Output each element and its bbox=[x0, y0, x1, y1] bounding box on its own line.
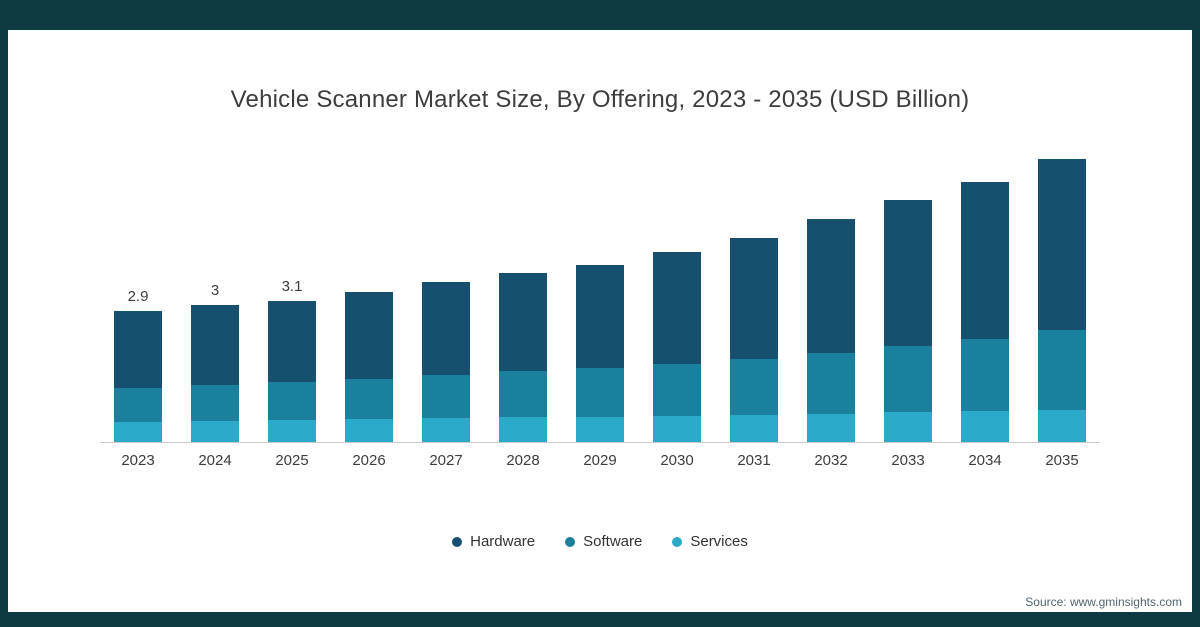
bar-segment-hardware bbox=[576, 265, 624, 368]
x-tick-label: 2033 bbox=[891, 452, 925, 469]
bar-stack bbox=[884, 200, 932, 442]
bar-segment-hardware bbox=[807, 219, 855, 353]
bar-segment-hardware bbox=[1038, 159, 1086, 330]
bar-segment-hardware bbox=[114, 311, 162, 388]
bar-stack bbox=[1038, 159, 1086, 442]
legend-item-services: Services bbox=[672, 533, 748, 550]
bar-group-2031 bbox=[730, 238, 778, 442]
bar-group-2035 bbox=[1038, 159, 1086, 442]
chart-title: Vehicle Scanner Market Size, By Offering… bbox=[230, 86, 970, 113]
bar-segment-services bbox=[191, 421, 239, 442]
bar-segment-hardware bbox=[499, 273, 547, 371]
bar-segment-software bbox=[807, 353, 855, 414]
x-tick-label: 2035 bbox=[1045, 452, 1079, 469]
bar-value-label: 2.9 bbox=[127, 288, 149, 305]
x-tick-label: 2030 bbox=[660, 452, 694, 469]
x-tick-label: 2029 bbox=[583, 452, 617, 469]
bar-segment-services bbox=[961, 411, 1009, 442]
bar-segment-services bbox=[268, 420, 316, 442]
bar-stack bbox=[576, 265, 624, 442]
x-tick-label: 2028 bbox=[506, 452, 540, 469]
bar-segment-hardware bbox=[268, 301, 316, 382]
bar-segment-hardware bbox=[191, 305, 239, 385]
bar-segment-software bbox=[422, 375, 470, 418]
x-tick-label: 2025 bbox=[275, 452, 309, 469]
bar-segment-software bbox=[576, 368, 624, 417]
x-tick-label: 2032 bbox=[814, 452, 848, 469]
bars-row: 2.9 3 3.1 bbox=[100, 153, 1100, 443]
bar-segment-hardware bbox=[345, 292, 393, 379]
bar-segment-software bbox=[114, 388, 162, 422]
x-tick-label: 2024 bbox=[198, 452, 232, 469]
legend-dot-hardware-icon bbox=[452, 536, 463, 547]
bar-segment-services bbox=[730, 415, 778, 442]
plot-area: 2.9 3 3.1 2023 2024 2025 2026 2027 2028 2029 2030… bbox=[100, 153, 1100, 469]
bar-segment-services bbox=[499, 417, 547, 442]
legend-label: Services bbox=[690, 533, 748, 550]
x-tick-label: 2027 bbox=[429, 452, 463, 469]
bar-group-2023: 2.9 bbox=[114, 288, 162, 442]
bar-stack bbox=[191, 305, 239, 442]
bar-group-2030 bbox=[653, 252, 701, 442]
bar-segment-services bbox=[884, 412, 932, 442]
bar-stack bbox=[961, 182, 1009, 442]
legend-dot-software-icon bbox=[565, 536, 576, 547]
bar-segment-software bbox=[884, 346, 932, 412]
bar-stack bbox=[345, 292, 393, 442]
bar-group-2024: 3 bbox=[191, 282, 239, 442]
legend-label: Hardware bbox=[470, 533, 536, 550]
bar-segment-software bbox=[191, 385, 239, 421]
bar-group-2026 bbox=[345, 292, 393, 442]
bar-segment-hardware bbox=[884, 200, 932, 346]
x-tick-label: 2031 bbox=[737, 452, 771, 469]
bar-segment-services bbox=[653, 416, 701, 442]
bar-group-2034 bbox=[961, 182, 1009, 442]
bar-group-2032 bbox=[807, 219, 855, 442]
bar-segment-software bbox=[653, 364, 701, 416]
bar-stack bbox=[807, 219, 855, 442]
bar-stack bbox=[653, 252, 701, 442]
bar-group-2027 bbox=[422, 282, 470, 442]
bar-stack bbox=[730, 238, 778, 442]
bar-segment-software bbox=[730, 359, 778, 415]
chart-card: Vehicle Scanner Market Size, By Offering… bbox=[8, 30, 1192, 612]
bar-group-2025: 3.1 bbox=[268, 278, 316, 442]
bar-group-2033 bbox=[884, 200, 932, 442]
legend-item-hardware: Hardware bbox=[452, 533, 535, 550]
bar-segment-software bbox=[345, 379, 393, 419]
bar-value-label: 3.1 bbox=[281, 278, 303, 295]
source-text: Source: www.gminsights.com bbox=[1025, 595, 1182, 609]
bar-segment-hardware bbox=[961, 182, 1009, 339]
bar-group-2029 bbox=[576, 265, 624, 442]
bar-stack bbox=[114, 311, 162, 442]
legend-label: Software bbox=[583, 533, 643, 550]
bar-segment-services bbox=[345, 419, 393, 442]
bar-stack bbox=[499, 273, 547, 442]
legend-dot-services-icon bbox=[672, 536, 683, 547]
bar-segment-services bbox=[576, 417, 624, 442]
bar-segment-services bbox=[422, 418, 470, 442]
bar-segment-hardware bbox=[422, 282, 470, 375]
x-tick-label: 2026 bbox=[352, 452, 386, 469]
legend-item-software: Software bbox=[565, 533, 642, 550]
bar-segment-software bbox=[268, 382, 316, 420]
bar-segment-services bbox=[114, 422, 162, 442]
bar-segment-software bbox=[1038, 330, 1086, 410]
bar-segment-hardware bbox=[653, 252, 701, 364]
legend: Hardware Software Services bbox=[8, 533, 1192, 550]
x-axis-labels: 2023 2024 2025 2026 2027 2028 2029 2030 2031 2032… bbox=[100, 452, 1100, 469]
bar-value-label: 3 bbox=[210, 282, 220, 299]
bar-stack bbox=[422, 282, 470, 442]
bar-segment-services bbox=[1038, 410, 1086, 442]
x-tick-label: 2023 bbox=[121, 452, 155, 469]
bar-segment-services bbox=[807, 414, 855, 442]
x-tick-label: 2034 bbox=[968, 452, 1002, 469]
bar-segment-software bbox=[499, 371, 547, 417]
bar-group-2028 bbox=[499, 273, 547, 442]
bar-segment-software bbox=[961, 339, 1009, 411]
bar-segment-hardware bbox=[730, 238, 778, 359]
bar-stack bbox=[268, 301, 316, 442]
